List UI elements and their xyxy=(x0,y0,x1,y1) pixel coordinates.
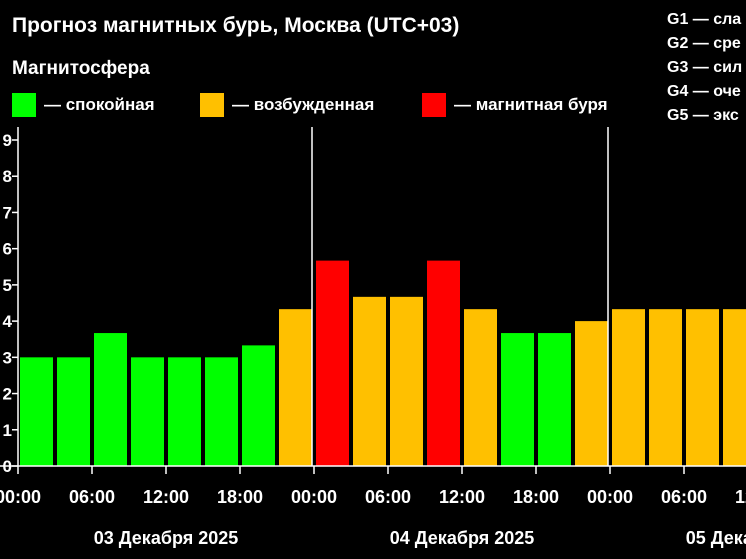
bar-17 xyxy=(649,309,682,466)
day-label-1: 04 Декабря 2025 xyxy=(390,528,535,548)
bar-16 xyxy=(612,309,645,466)
bar-14 xyxy=(538,333,571,466)
bar-19 xyxy=(723,309,746,466)
x-tick-label-7: 18:00 xyxy=(513,487,559,507)
y-tick-label-6: 6 xyxy=(3,240,12,259)
legend-label-storm: — магнитная буря xyxy=(454,95,608,114)
bar-12 xyxy=(464,309,497,466)
bar-8 xyxy=(316,260,349,466)
bars xyxy=(20,260,746,466)
g-scale-item-g2: G2 — сре xyxy=(667,35,741,52)
legend-heading: Магнитосфера xyxy=(12,58,150,79)
x-tick-label-9: 06:00 xyxy=(661,487,707,507)
y-tick-label-8: 8 xyxy=(3,167,12,186)
bar-11 xyxy=(427,260,460,466)
bar-1 xyxy=(57,357,90,466)
bar-0 xyxy=(20,357,53,466)
legend-swatch-excited xyxy=(200,93,224,117)
y-tick-label-2: 2 xyxy=(3,385,12,404)
bar-2 xyxy=(94,333,127,466)
x-tick-label-8: 00:00 xyxy=(587,487,633,507)
x-tick-label-3: 18:00 xyxy=(217,487,263,507)
x-axis: 00:00 06:00 12:00 18:00 00:00 06:00 12:00 18:00… xyxy=(0,465,746,507)
y-tick-label-7: 7 xyxy=(3,203,12,222)
bar-10 xyxy=(390,296,423,466)
y-tick-label-3: 3 xyxy=(3,348,12,367)
day-labels: 03 Декабря 2025 04 Декабря 2025 05 Декабря… xyxy=(94,528,746,548)
bar-18 xyxy=(686,309,719,466)
day-label-0: 03 Декабря 2025 xyxy=(94,528,239,548)
bar-6 xyxy=(242,345,275,466)
x-tick-label-5: 06:00 xyxy=(365,487,411,507)
day-label-2: 05 Декабря 2025 xyxy=(686,528,746,548)
bar-15 xyxy=(575,321,608,466)
bar-13 xyxy=(501,333,534,466)
bar-7 xyxy=(279,309,312,466)
legend-swatch-calm xyxy=(12,93,36,117)
g-scale-legend: G1 — сла G2 — сре G3 — сил G4 — оче G5 —… xyxy=(667,8,746,128)
chart-title: Прогноз магнитных бурь, Москва (UTC+03) xyxy=(12,14,460,37)
bar-9 xyxy=(353,296,386,466)
x-tick-label-1: 06:00 xyxy=(69,487,115,507)
y-axis: 0123456789 xyxy=(3,127,19,476)
legend-swatch-storm xyxy=(422,93,446,117)
y-tick-label-4: 4 xyxy=(3,312,13,331)
x-tick-label-2: 12:00 xyxy=(143,487,189,507)
bar-5 xyxy=(205,357,238,466)
g-scale-item-g5: G5 — экс xyxy=(667,107,739,124)
day-separators xyxy=(311,127,609,466)
bar-4 xyxy=(168,357,201,466)
g-scale-item-g4: G4 — оче xyxy=(667,83,741,100)
x-tick-label-6: 12:00 xyxy=(439,487,485,507)
legend-label-calm: — спокойная xyxy=(44,95,155,114)
y-tick-label-9: 9 xyxy=(3,131,12,150)
x-tick-label-0: 00:00 xyxy=(0,487,41,507)
legend-label-excited: — возбужденная xyxy=(232,95,375,114)
x-tick-label-4: 00:00 xyxy=(291,487,337,507)
y-tick-label-1: 1 xyxy=(3,421,12,440)
g-scale-item-g3: G3 — сил xyxy=(667,59,743,76)
y-tick-label-5: 5 xyxy=(3,276,12,295)
g-scale-item-g1: G1 — сла xyxy=(667,11,742,28)
x-tick-label-10: 12:00 xyxy=(735,487,746,507)
bar-3 xyxy=(131,357,164,466)
